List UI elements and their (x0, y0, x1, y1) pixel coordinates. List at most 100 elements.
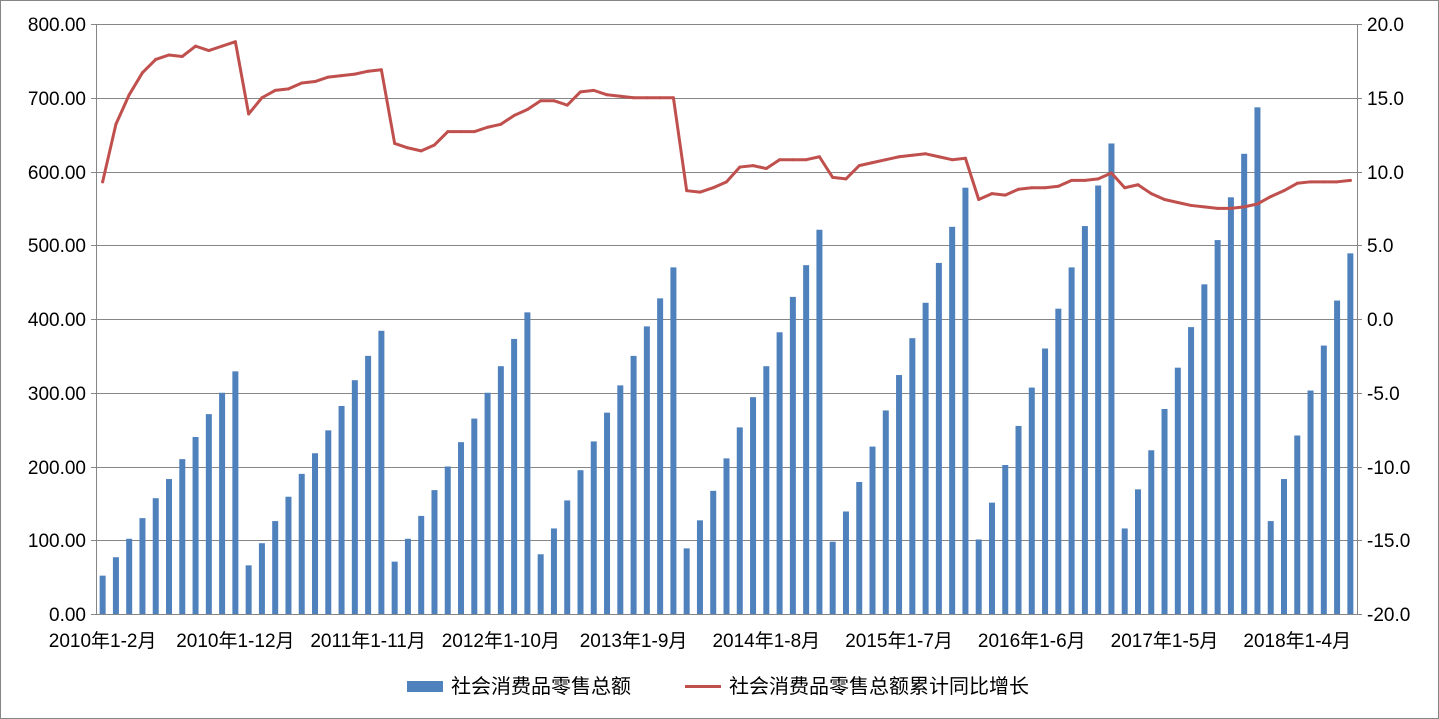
line-point (552, 99, 556, 103)
bar (550, 528, 557, 614)
bar (312, 453, 319, 614)
line-point (286, 87, 290, 91)
line-point (472, 130, 476, 134)
bar (922, 302, 929, 614)
line-point (114, 122, 118, 126)
bar (776, 332, 783, 614)
bar (378, 330, 385, 614)
left-axis-tick-label: 300.00 (28, 384, 86, 405)
line-point (260, 96, 264, 100)
line-point (1003, 193, 1007, 197)
bar (458, 442, 465, 614)
legend-label-growth: 社会消费品零售总额累计同比增长 (729, 675, 1029, 698)
line-point (1269, 195, 1273, 199)
left-axis-tick-label: 200.00 (28, 458, 86, 479)
bar (1201, 284, 1208, 614)
line-point (565, 103, 569, 107)
bar (1347, 253, 1354, 615)
line-point (180, 54, 184, 58)
line-point (685, 189, 689, 193)
line-point (1136, 183, 1140, 187)
line-point (1030, 186, 1034, 190)
line-point (804, 158, 808, 162)
bar (139, 518, 146, 615)
bar (1015, 425, 1022, 614)
line-point (1163, 198, 1167, 202)
line-point (977, 198, 981, 202)
bar (431, 490, 438, 614)
bar (1081, 226, 1088, 614)
line-point (1309, 180, 1313, 184)
line-point (817, 155, 821, 159)
bar (643, 326, 650, 615)
bar (1161, 408, 1168, 614)
line-point (764, 167, 768, 171)
line-point (592, 88, 596, 92)
bar (325, 430, 332, 614)
bar (391, 561, 398, 614)
line-point (1335, 180, 1339, 184)
line-point (273, 88, 277, 92)
bar (896, 375, 903, 614)
line-point (247, 112, 251, 116)
line-point (578, 90, 582, 94)
bar (1174, 367, 1181, 614)
bar (1241, 153, 1248, 615)
bar (723, 458, 730, 614)
bar (404, 538, 411, 614)
bar (1002, 465, 1009, 614)
bar (670, 267, 677, 615)
bar (166, 479, 173, 614)
line-point (1176, 200, 1180, 204)
line-point (127, 93, 131, 97)
line-point (326, 75, 330, 79)
bar (617, 385, 624, 615)
line-point (725, 180, 728, 184)
bar (272, 521, 279, 614)
line-point (990, 192, 994, 196)
x-axis-tick-label: 2010年1-12月 (176, 630, 294, 652)
bar (564, 500, 571, 614)
line-point (1348, 178, 1352, 182)
bar (511, 338, 518, 614)
line-point (167, 53, 171, 57)
right-axis-tick-label: 20.0 (1367, 15, 1404, 36)
line-point (313, 80, 317, 84)
bar (657, 298, 664, 614)
line-point (406, 146, 410, 150)
bar (590, 441, 597, 614)
bar (245, 565, 252, 614)
x-axis-tick-label: 2011年1-11月 (310, 630, 425, 652)
line-point (698, 190, 702, 194)
legend-swatch-bar (407, 681, 443, 692)
bar (1121, 528, 1128, 614)
bar (1055, 308, 1062, 614)
line-point (738, 165, 742, 169)
bar (604, 412, 611, 614)
line-point (1202, 205, 1206, 209)
bar (1254, 107, 1261, 614)
line-point (1096, 177, 1100, 181)
bar (1148, 450, 1155, 614)
line-point (1189, 203, 1193, 207)
bar (1134, 489, 1141, 614)
bar (298, 473, 305, 615)
line-point (353, 72, 357, 76)
line-point (1017, 187, 1021, 191)
line-point (791, 158, 795, 162)
line-point (831, 175, 835, 179)
line-point (937, 155, 941, 159)
bar (736, 427, 743, 614)
left-axis-tick-label: 500.00 (28, 236, 86, 257)
line-point (499, 122, 503, 126)
bar (192, 437, 199, 614)
bar (537, 554, 544, 614)
line-point (950, 158, 954, 162)
bar (232, 371, 239, 614)
x-axis-tick-label: 2018年1-4月 (1243, 630, 1351, 652)
bar (869, 446, 876, 614)
line-series-growth (101, 40, 1352, 210)
right-axis-tick-label: 10.0 (1367, 163, 1404, 184)
